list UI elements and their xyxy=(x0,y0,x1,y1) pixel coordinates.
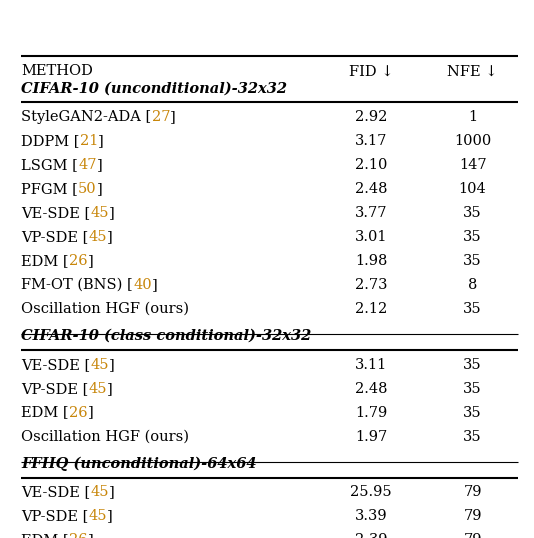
Text: 26: 26 xyxy=(69,254,88,268)
Text: 3.39: 3.39 xyxy=(355,509,388,523)
Text: EDM [: EDM [ xyxy=(21,254,69,268)
Text: 27: 27 xyxy=(152,110,170,124)
Text: ]: ] xyxy=(107,509,113,523)
Text: 3.77: 3.77 xyxy=(355,206,387,220)
Text: VE-SDE [: VE-SDE [ xyxy=(21,358,91,372)
Text: 35: 35 xyxy=(464,429,482,443)
Text: 2.39: 2.39 xyxy=(355,533,387,538)
Text: 1.98: 1.98 xyxy=(355,254,387,268)
Text: 2.48: 2.48 xyxy=(355,182,387,196)
Text: 3.01: 3.01 xyxy=(355,230,387,244)
Text: FFHQ (unconditional)-64x64: FFHQ (unconditional)-64x64 xyxy=(21,457,257,471)
Text: ]: ] xyxy=(170,110,176,124)
Text: 1.97: 1.97 xyxy=(355,429,387,443)
Text: 2.48: 2.48 xyxy=(355,381,387,395)
Text: 35: 35 xyxy=(464,358,482,372)
Text: 26: 26 xyxy=(69,406,88,420)
Text: 104: 104 xyxy=(459,182,486,196)
Text: METHOD: METHOD xyxy=(21,65,93,79)
Text: 50: 50 xyxy=(78,182,97,196)
Text: 25.95: 25.95 xyxy=(350,485,392,499)
Text: StyleGAN2-ADA [: StyleGAN2-ADA [ xyxy=(21,110,152,124)
Text: 2.73: 2.73 xyxy=(355,278,387,292)
Text: 8: 8 xyxy=(468,278,477,292)
Text: ]: ] xyxy=(152,278,158,292)
Text: NFE ↓: NFE ↓ xyxy=(447,65,498,79)
Text: 26: 26 xyxy=(69,533,88,538)
Text: 21: 21 xyxy=(80,134,98,148)
Text: 1.79: 1.79 xyxy=(355,406,387,420)
Text: ]: ] xyxy=(107,230,113,244)
Text: 79: 79 xyxy=(464,485,482,499)
Text: VP-SDE [: VP-SDE [ xyxy=(21,381,89,395)
Text: 40: 40 xyxy=(133,278,152,292)
Text: ]: ] xyxy=(97,182,103,196)
Text: VP-SDE [: VP-SDE [ xyxy=(21,230,89,244)
Text: 3.11: 3.11 xyxy=(355,358,387,372)
Text: VP-SDE [: VP-SDE [ xyxy=(21,509,89,523)
Text: ]: ] xyxy=(88,533,93,538)
Text: 45: 45 xyxy=(91,358,109,372)
Text: ]: ] xyxy=(109,485,115,499)
Text: 35: 35 xyxy=(464,254,482,268)
Text: 1000: 1000 xyxy=(454,134,491,148)
Text: 47: 47 xyxy=(78,158,97,172)
Text: LSGM [: LSGM [ xyxy=(21,158,78,172)
Text: DDPM [: DDPM [ xyxy=(21,134,80,148)
Text: 3.17: 3.17 xyxy=(355,134,387,148)
Text: CIFAR-10 (class conditional)-32x32: CIFAR-10 (class conditional)-32x32 xyxy=(21,329,312,343)
Text: 147: 147 xyxy=(459,158,486,172)
Text: 45: 45 xyxy=(89,230,107,244)
Text: 2.10: 2.10 xyxy=(355,158,387,172)
Text: VE-SDE [: VE-SDE [ xyxy=(21,485,91,499)
Text: ]: ] xyxy=(98,134,104,148)
Text: Oscillation HGF (ours): Oscillation HGF (ours) xyxy=(21,302,190,316)
Text: CIFAR-10 (unconditional)-32x32: CIFAR-10 (unconditional)-32x32 xyxy=(21,82,287,96)
Text: PFGM [: PFGM [ xyxy=(21,182,78,196)
Text: 79: 79 xyxy=(464,533,482,538)
Text: VE-SDE [: VE-SDE [ xyxy=(21,206,91,220)
Text: EDM [: EDM [ xyxy=(21,533,69,538)
Text: 45: 45 xyxy=(89,381,107,395)
Text: 35: 35 xyxy=(464,302,482,316)
Text: ]: ] xyxy=(109,358,115,372)
Text: 2.12: 2.12 xyxy=(355,302,387,316)
Text: ]: ] xyxy=(107,381,113,395)
Text: EDM [: EDM [ xyxy=(21,406,69,420)
Text: ]: ] xyxy=(97,158,103,172)
Text: FM-OT (BNS) [: FM-OT (BNS) [ xyxy=(21,278,133,292)
Text: 45: 45 xyxy=(91,206,109,220)
Text: 35: 35 xyxy=(464,406,482,420)
Text: 45: 45 xyxy=(89,509,107,523)
Text: 35: 35 xyxy=(464,381,482,395)
Text: 79: 79 xyxy=(464,509,482,523)
Text: 2.92: 2.92 xyxy=(355,110,387,124)
Text: ]: ] xyxy=(88,254,93,268)
Text: ]: ] xyxy=(88,406,93,420)
Text: FID ↓: FID ↓ xyxy=(349,65,394,79)
Text: Oscillation HGF (ours): Oscillation HGF (ours) xyxy=(21,429,190,443)
Text: 45: 45 xyxy=(91,485,109,499)
Text: 35: 35 xyxy=(464,230,482,244)
Text: 35: 35 xyxy=(464,206,482,220)
Text: 1: 1 xyxy=(468,110,477,124)
Text: ]: ] xyxy=(109,206,115,220)
